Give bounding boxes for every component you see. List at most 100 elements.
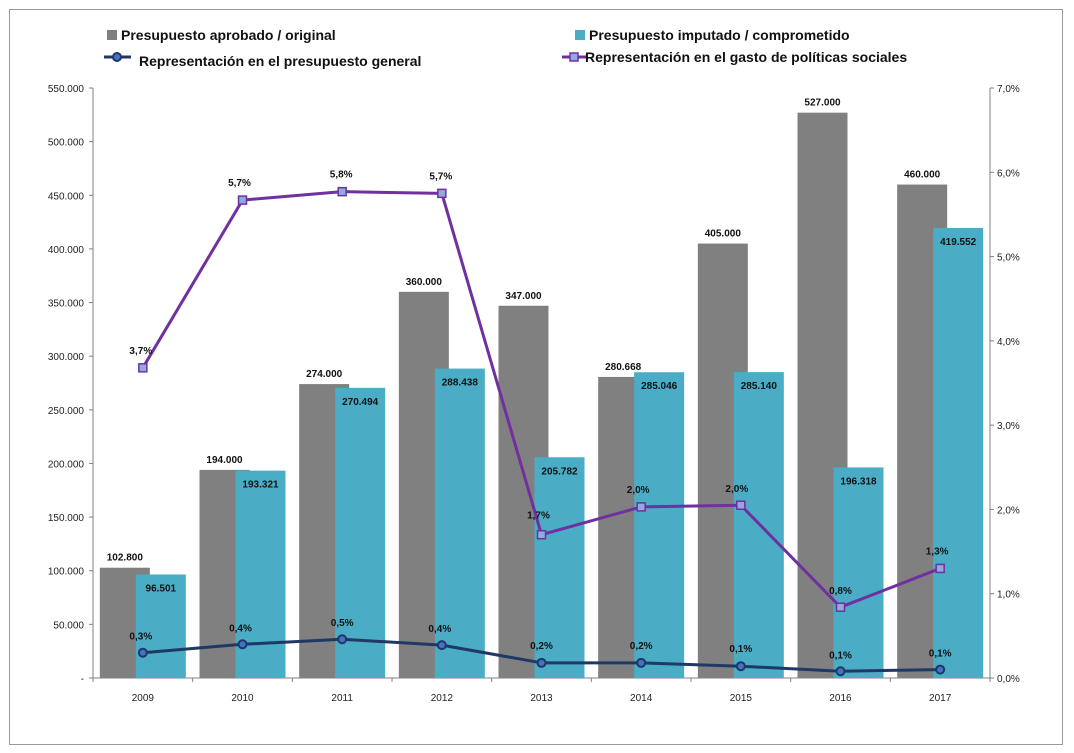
legend-label-aprobado: Presupuesto aprobado / original xyxy=(121,27,336,43)
line-marker-square xyxy=(237,195,248,205)
line-marker-circle xyxy=(137,647,148,658)
bar-value-label: 196.318 xyxy=(840,476,877,487)
bar-value-label: 285.140 xyxy=(741,381,778,392)
x-tick-label: 2015 xyxy=(730,693,753,704)
line-marker-circle xyxy=(735,661,746,672)
line-marker-square xyxy=(935,563,945,574)
y-left-tick-label: - xyxy=(81,674,84,685)
bar-imputado xyxy=(534,457,585,678)
legend-marker-sociales xyxy=(569,52,579,62)
line-marker-square xyxy=(437,188,447,199)
line-marker-square xyxy=(536,529,547,540)
bar-value-label: 288.438 xyxy=(442,378,479,389)
bars xyxy=(99,112,984,678)
y-right-tick-label: 4,0% xyxy=(997,337,1020,348)
x-tick-label: 2014 xyxy=(630,693,653,704)
line-point-label: 5,8% xyxy=(330,170,353,181)
line-point-label: 3,7% xyxy=(129,346,152,357)
x-tick-label: 2016 xyxy=(829,693,852,704)
x-tick-label: 2009 xyxy=(132,693,155,704)
bar-value-label: 193.321 xyxy=(242,480,279,491)
line-point-label: 5,7% xyxy=(228,178,251,189)
y-left-tick-label: 250.000 xyxy=(48,406,85,417)
bar-value-label: 274.000 xyxy=(306,369,343,380)
x-tick-label: 2013 xyxy=(530,693,553,704)
y-right-tick-label: 5,0% xyxy=(997,253,1020,264)
x-tick-label: 2010 xyxy=(231,693,254,704)
legend-swatch-aprobado xyxy=(107,30,117,40)
legend-swatch-imputado xyxy=(575,30,585,40)
bar-imputado xyxy=(335,387,386,678)
y-left-tick-label: 200.000 xyxy=(48,459,85,470)
y-right-tick-label: 3,0% xyxy=(997,421,1020,432)
x-tick-label: 2011 xyxy=(331,693,353,704)
y-right-tick-label: 6,0% xyxy=(997,168,1020,179)
y-left-tick-label: 350.000 xyxy=(48,299,85,310)
bar-value-label: 96.501 xyxy=(146,583,177,594)
line-point-label: 0,1% xyxy=(929,649,952,660)
line-point-label: 0,1% xyxy=(729,644,752,655)
bar-imputado xyxy=(634,372,685,678)
bar-value-label: 419.552 xyxy=(940,237,977,248)
line-marker-circle xyxy=(436,640,447,651)
lines xyxy=(137,186,946,677)
line-marker-circle xyxy=(337,634,348,645)
bar-value-label: 285.046 xyxy=(641,381,678,392)
line-marker-circle xyxy=(237,639,248,650)
line-point-label: 0,2% xyxy=(630,641,653,652)
bar-imputado xyxy=(135,574,186,678)
line-point-label: 0,3% xyxy=(129,632,152,643)
legend-label-general: Representación en el presupuesto general xyxy=(139,53,421,69)
bar-value-label: 280.668 xyxy=(605,362,642,373)
line-marker-square xyxy=(337,186,347,197)
legend: Presupuesto aprobado / original Presupues… xyxy=(104,27,907,69)
line-point-label: 0,8% xyxy=(829,586,852,597)
y-left-tick-label: 500.000 xyxy=(48,138,85,149)
y-left-tick-label: 400.000 xyxy=(48,245,85,256)
line-marker-circle xyxy=(536,657,547,668)
line-point-label: 0,1% xyxy=(829,650,852,661)
line-marker-square xyxy=(835,602,846,612)
y-left-tick-label: 550.000 xyxy=(48,84,85,95)
line-marker-square xyxy=(736,500,746,510)
y-left-tick-label: 150.000 xyxy=(48,513,85,524)
labels: 102.800 194.000 274.000 360.000 347.000 280.6… xyxy=(107,98,977,662)
line-point-label: 0,4% xyxy=(229,623,252,634)
bar-value-label: 270.494 xyxy=(342,397,379,408)
y-left-tick-label: 50.000 xyxy=(53,620,84,631)
y-right-tick-label: 7,0% xyxy=(997,84,1020,95)
line-point-label: 2,0% xyxy=(627,485,650,496)
y-right-tick-label: 1,0% xyxy=(997,590,1020,601)
bar-value-label: 205.782 xyxy=(541,466,578,477)
bar-value-label: 527.000 xyxy=(804,98,841,109)
y-right-tick-label: 2,0% xyxy=(997,505,1020,516)
line-marker-circle xyxy=(835,666,846,677)
bar-value-label: 460.000 xyxy=(904,170,941,181)
bar-value-label: 102.800 xyxy=(107,553,144,564)
legend-label-sociales: Representación en el gasto de políticas … xyxy=(585,49,907,65)
bar-value-label: 347.000 xyxy=(505,291,542,302)
bar-value-label: 194.000 xyxy=(206,455,243,466)
bar-value-label: 405.000 xyxy=(705,229,742,240)
legend-marker-general xyxy=(112,52,122,62)
x-tick-label: 2012 xyxy=(431,693,454,704)
bar-imputado xyxy=(434,368,485,678)
line-point-label: 1,7% xyxy=(527,511,550,522)
line-marker-square xyxy=(636,502,646,512)
line-marker-square xyxy=(138,363,148,373)
line-marker-circle xyxy=(636,657,647,668)
bar-imputado xyxy=(933,227,984,678)
line-point-label: 2,0% xyxy=(725,484,748,495)
x-tick-label: 2017 xyxy=(929,693,952,704)
y-left-tick-label: 100.000 xyxy=(48,567,85,578)
line-point-label: 0,4% xyxy=(428,624,451,635)
y-right-tick-label: 0,0% xyxy=(997,674,1020,685)
bar-value-label: 360.000 xyxy=(406,277,443,288)
line-marker-circle xyxy=(935,664,946,675)
y-left-tick-label: 300.000 xyxy=(48,352,85,363)
y-left-tick-label: 450.000 xyxy=(48,191,85,202)
line-point-label: 1,3% xyxy=(926,546,949,557)
line-point-label: 5,7% xyxy=(429,171,452,182)
line-point-label: 0,5% xyxy=(331,618,354,629)
